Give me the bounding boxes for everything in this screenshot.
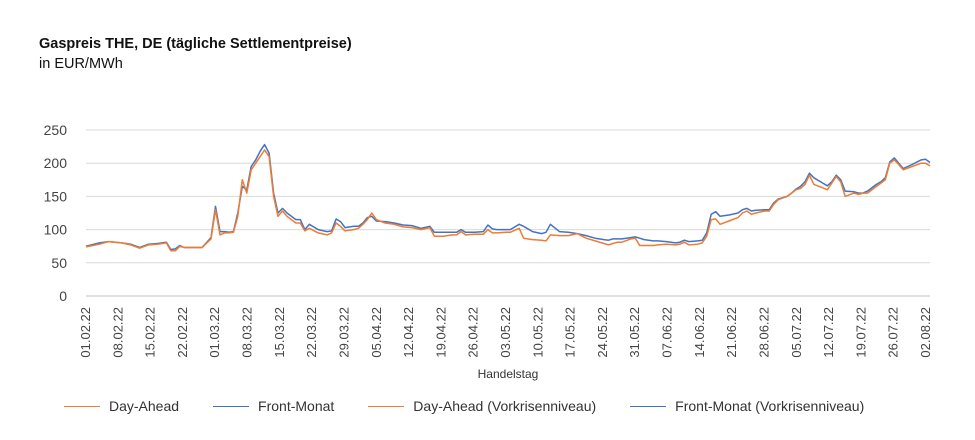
y-tick-label: 100 xyxy=(44,222,68,238)
x-axis-label: Handelstag xyxy=(478,367,539,381)
y-tick-label: 50 xyxy=(51,255,67,271)
legend-item: Front-Monat xyxy=(213,398,334,414)
legend-item: Day-Ahead (Vorkrisenniveau) xyxy=(368,398,596,414)
legend-label: Day-Ahead (Vorkrisenniveau) xyxy=(413,398,597,414)
legend: Day-Ahead Front-Monat Day-Ahead (Vorkrisen… xyxy=(64,398,898,414)
x-tick-label: 10.05.22 xyxy=(530,307,545,358)
series-lines xyxy=(85,143,931,252)
legend-label: Day-Ahead xyxy=(109,398,180,414)
x-tick-label: 15.03.22 xyxy=(272,307,287,358)
x-tick-label: 17.05.22 xyxy=(563,307,578,358)
x-tick-label: 08.03.22 xyxy=(240,307,255,358)
x-tick-label: 24.05.22 xyxy=(595,307,610,358)
series-line-1 xyxy=(85,143,931,251)
x-tick-label: 12.04.22 xyxy=(401,307,416,358)
x-tick-label: 31.05.22 xyxy=(627,307,642,358)
x-tick-label: 07.06.22 xyxy=(660,307,675,358)
x-tick-label: 21.06.22 xyxy=(724,307,739,358)
x-tick-label: 01.03.22 xyxy=(207,307,222,358)
y-tick-label: 150 xyxy=(44,188,68,204)
y-tick-label: 0 xyxy=(59,288,67,304)
x-tick-label: 02.08.22 xyxy=(918,307,933,358)
x-tick-label: 15.02.22 xyxy=(143,307,158,358)
x-tick-label: 28.06.22 xyxy=(756,307,771,358)
x-tick-label: 26.07.22 xyxy=(886,307,901,358)
x-tick-label: 29.03.22 xyxy=(336,307,351,358)
x-tick-label: 05.07.22 xyxy=(789,307,804,358)
legend-item: Day-Ahead xyxy=(64,398,179,414)
y-axis-ticks: 0 50 100 150 200 250 xyxy=(44,122,68,304)
x-tick-label: 03.05.22 xyxy=(498,307,513,358)
x-tick-label: 08.02.22 xyxy=(110,307,125,358)
chart-subtitle: in EUR/MWh xyxy=(39,56,123,72)
chart-title: Gaspreis THE, DE (tägliche Settlementpre… xyxy=(39,36,352,52)
legend-label: Front-Monat (Vorkrisenniveau) xyxy=(675,398,865,414)
x-tick-label: 12.07.22 xyxy=(821,307,836,358)
x-tick-label: 05.04.22 xyxy=(369,307,384,358)
legend-swatch xyxy=(64,405,100,407)
series-line-0 xyxy=(85,149,931,252)
x-tick-label: 22.02.22 xyxy=(175,307,190,358)
x-tick-label: 19.04.22 xyxy=(433,307,448,358)
y-tick-label: 250 xyxy=(44,122,68,138)
x-tick-label: 19.07.22 xyxy=(853,307,868,358)
x-tick-label: 14.06.22 xyxy=(692,307,707,358)
legend-label: Front-Monat xyxy=(258,398,335,414)
legend-item: Front-Monat (Vorkrisenniveau) xyxy=(630,398,864,414)
x-axis-ticks: 01.02.22 08.02.22 15.02.22 22.02.22 01.03.22… xyxy=(78,307,933,358)
x-tick-label: 26.04.22 xyxy=(466,307,481,358)
legend-swatch xyxy=(213,405,250,407)
legend-swatch xyxy=(368,405,405,407)
gridlines xyxy=(86,129,930,297)
x-tick-label: 22.03.22 xyxy=(304,307,319,358)
x-tick-label: 01.02.22 xyxy=(78,307,93,358)
legend-swatch xyxy=(630,405,667,407)
y-tick-label: 200 xyxy=(44,155,68,171)
